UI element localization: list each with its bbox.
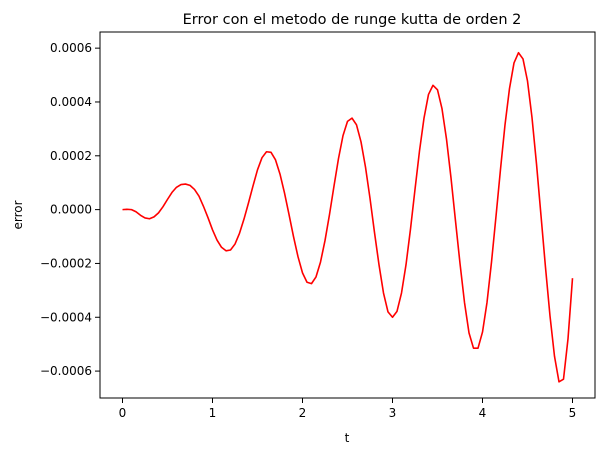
x-tick-label: 2 (299, 406, 307, 420)
x-tick-label: 0 (119, 406, 127, 420)
series-group (122, 51, 574, 383)
x-axis-ticks: 0 1 2 3 4 5 (119, 398, 577, 420)
y-tick-label: 0.0006 (50, 41, 92, 55)
x-tick-label: 1 (209, 406, 217, 420)
y-tick-label: 0.0004 (50, 95, 92, 109)
x-axis-label: t (345, 431, 350, 445)
y-tick-label: 0.0002 (50, 149, 92, 163)
y-axis-label: error (11, 200, 25, 229)
error-series-line (122, 51, 574, 383)
chart-title: Error con el metodo de runge kutta de or… (183, 12, 522, 28)
y-tick-label: −0.0006 (40, 364, 92, 378)
x-tick-label: 4 (479, 406, 487, 420)
x-tick-label: 3 (389, 406, 397, 420)
y-tick-label: −0.0004 (40, 310, 92, 324)
plot-area-frame (99, 31, 596, 399)
y-axis-ticks: 0.0006 0.0004 0.0002 0.0000 −0.0002 −0.0004 −0… (40, 41, 100, 378)
y-tick-label: 0.0000 (50, 203, 92, 217)
x-tick-label: 5 (569, 406, 577, 420)
y-tick-label: −0.0002 (40, 256, 92, 270)
